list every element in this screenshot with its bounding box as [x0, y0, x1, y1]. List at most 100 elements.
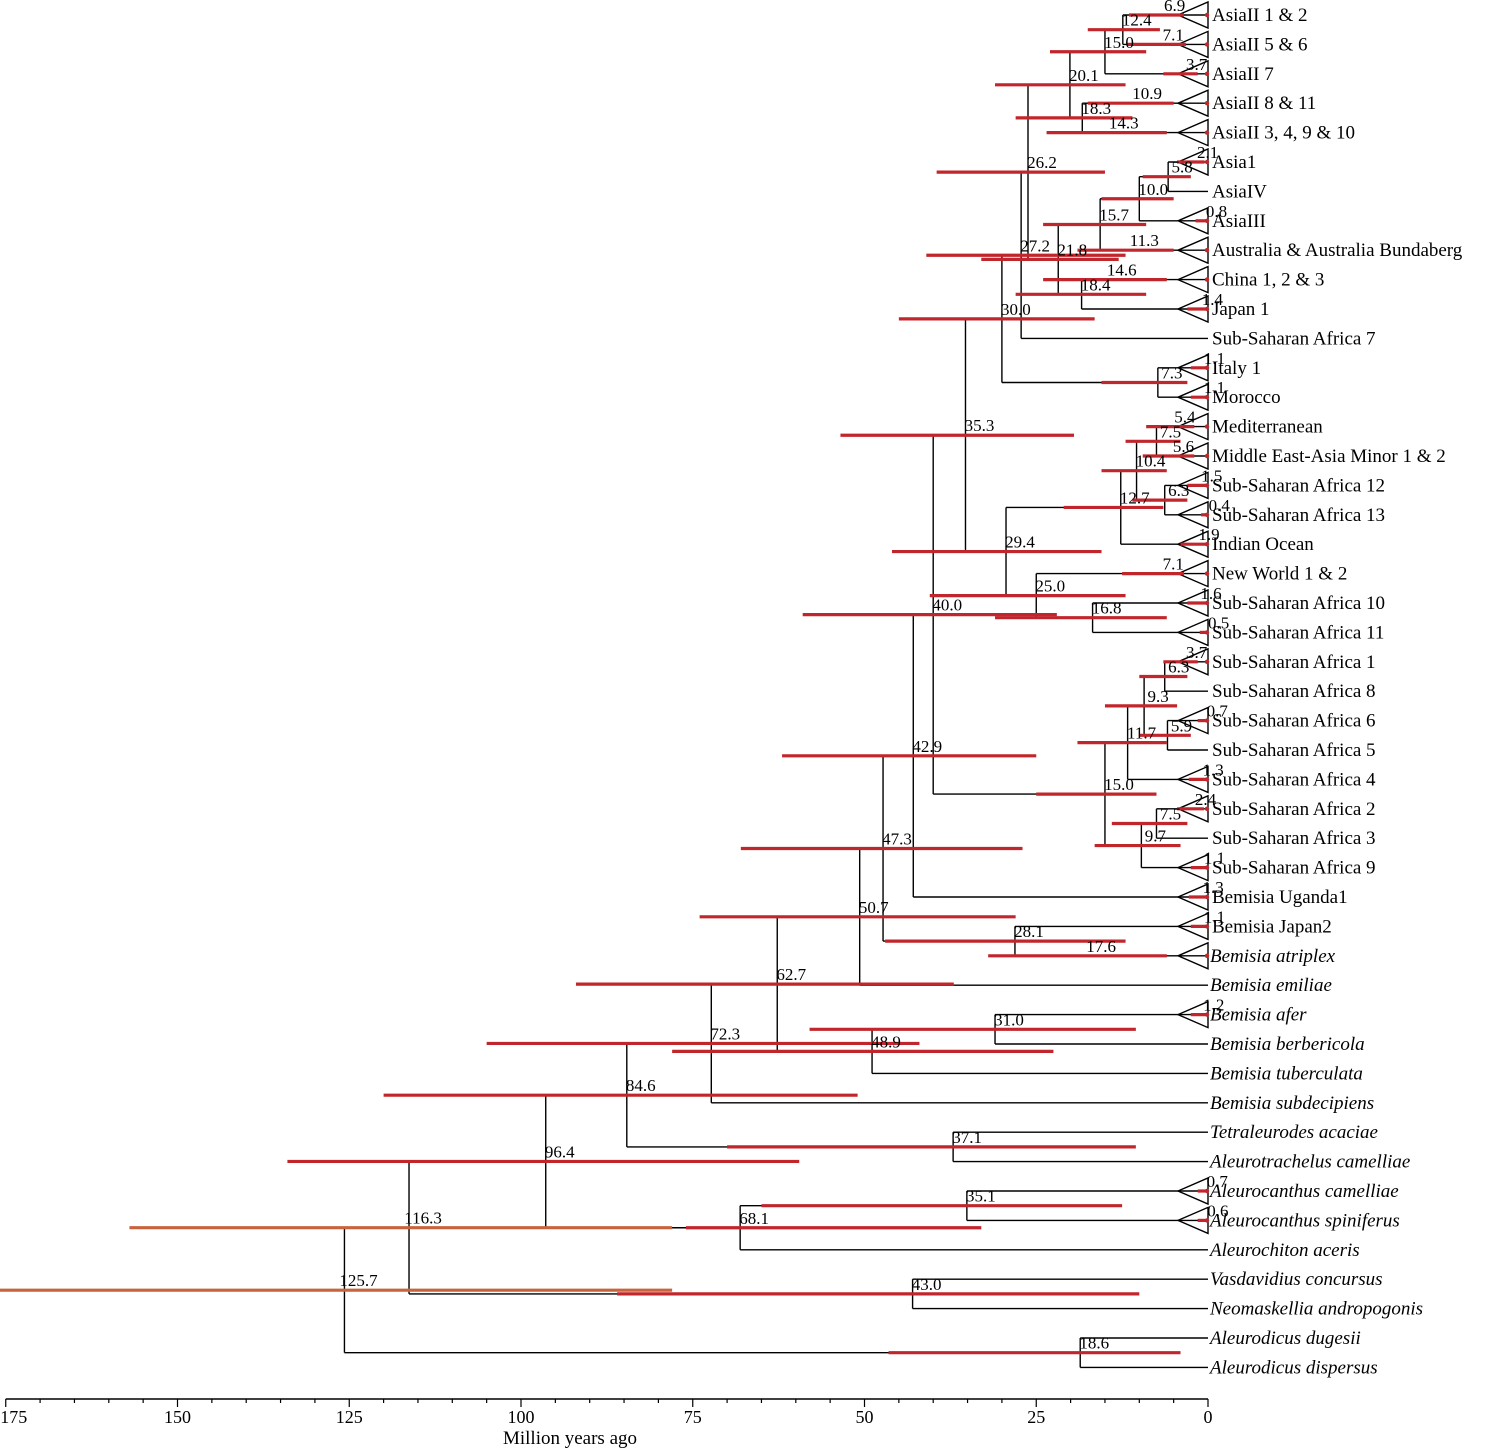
node-age-label: 1.3: [1202, 760, 1223, 779]
node-age-label: 116.3: [404, 1209, 442, 1228]
tip-hpd-marker: [1204, 453, 1210, 459]
node-age-label: 18.4: [1081, 275, 1111, 294]
tip-label: Sub-Saharan Africa 1: [1212, 652, 1376, 673]
node-age-label: 50.7: [859, 898, 889, 917]
node-age-label: 14.3: [1109, 114, 1139, 133]
node-age-label: 6.9: [1164, 0, 1185, 15]
node-age-label: 68.1: [739, 1209, 769, 1228]
node-age-label: 9.3: [1147, 687, 1168, 706]
axis-tick-label: 125: [336, 1407, 363, 1427]
node-age-label: 18.3: [1081, 99, 1111, 118]
node-age-label: 1.2: [1203, 996, 1224, 1015]
node-age-label: 5.6: [1173, 437, 1194, 456]
node-age-label: 11.3: [1130, 231, 1159, 250]
node-age-label: 1.1: [1204, 378, 1225, 397]
node-age-label: 0.7: [1207, 702, 1229, 721]
tip-label: Sub-Saharan Africa 11: [1212, 622, 1384, 643]
node-age-label: 7.1: [1163, 555, 1184, 574]
tip-label: Sub-Saharan Africa 9: [1212, 858, 1376, 879]
node-age-label: 15.0: [1104, 33, 1134, 52]
node-age-label: 26.2: [1027, 153, 1057, 172]
axis-tick-label: 0: [1204, 1407, 1213, 1427]
tip-labels: AsiaII 1 & 2 AsiaII 5 & 6 AsiaII 7 AsiaII 8…: [1208, 5, 1463, 1378]
node-age-label: 0.4: [1209, 496, 1231, 515]
node-age-label: 29.4: [1005, 533, 1035, 552]
node-age-label: 31.0: [994, 1010, 1024, 1029]
node-age-label: 7.1: [1163, 25, 1184, 44]
tip-hpd-marker: [1204, 42, 1210, 47]
node-age-label: 0.8: [1206, 202, 1227, 221]
tip-hpd-marker: [1204, 130, 1210, 135]
tip-label: Aleurotrachelus camelliae: [1208, 1152, 1410, 1173]
node-age-label: 62.7: [776, 965, 806, 984]
tip-label: Bemisia berbericola: [1210, 1034, 1365, 1055]
tip-label: Morocco: [1212, 387, 1281, 408]
node-age-label: 30.0: [1001, 300, 1031, 319]
node-age-label: 28.1: [1014, 922, 1044, 941]
tip-label: AsiaII 3, 4, 9 & 10: [1212, 123, 1355, 144]
node-age-label: 2.1: [1197, 143, 1218, 162]
node-age-label: 27.2: [1020, 236, 1050, 255]
tip-hpd-marker: [1204, 248, 1210, 253]
tip-label: AsiaII 8 & 11: [1212, 93, 1316, 114]
tip-label: Vasdavidius concursus: [1210, 1269, 1383, 1290]
node-age-label: 6.3: [1168, 481, 1189, 500]
tip-label: Neomaskellia andropogonis: [1209, 1299, 1423, 1320]
node-age-label: 3.7: [1186, 55, 1208, 74]
tip-label: Sub-Saharan Africa 8: [1212, 681, 1376, 702]
tip-hpd-marker: [1204, 571, 1210, 576]
node-age-label: 18.6: [1079, 1334, 1109, 1353]
hpd-bars: [0, 12, 1210, 1355]
node-age-label: 47.3: [882, 829, 912, 848]
node-age-label: 12.7: [1120, 488, 1150, 507]
node-age-label: 96.4: [545, 1142, 575, 1161]
axis-tick-label: 25: [1027, 1407, 1045, 1427]
axis-tick-label: 50: [856, 1407, 874, 1427]
node-age-label: 48.9: [871, 1032, 901, 1051]
node-age-label: 10.0: [1138, 180, 1168, 199]
node-age-label: 35.1: [966, 1187, 996, 1206]
tip-hpd-marker: [1204, 277, 1210, 282]
tip-label: Sub-Saharan Africa 12: [1212, 475, 1385, 496]
node-age-label: 6.3: [1168, 658, 1189, 677]
node-age-label: 84.6: [626, 1076, 656, 1095]
node-age-label: 2.4: [1195, 790, 1217, 809]
node-age-label: 1.4: [1202, 290, 1224, 309]
tip-label: AsiaII 5 & 6: [1212, 34, 1308, 55]
node-age-label: 43.0: [912, 1275, 942, 1294]
tip-label: Sub-Saharan Africa 2: [1212, 799, 1376, 820]
axis-tick-label: 75: [684, 1407, 702, 1427]
node-age-labels: 6.9 7.1 12.4 3.7 15.0 10.9 14.318.3 20.1 2.15.8 0…: [339, 0, 1230, 1353]
tip-label: Bemisia emiliae: [1210, 975, 1332, 996]
node-age-label: 12.4: [1122, 11, 1152, 30]
tip-label: Italy 1: [1212, 358, 1261, 379]
node-age-label: 15.7: [1099, 205, 1129, 224]
tip-hpd-marker: [1204, 101, 1210, 106]
tip-label: Bemisia subdecipiens: [1210, 1093, 1374, 1114]
node-age-label: 7.5: [1160, 422, 1181, 441]
tip-hpd-marker: [1204, 806, 1210, 811]
tip-label: Sub-Saharan Africa 4: [1212, 769, 1376, 790]
node-age-label: 125.7: [339, 1271, 378, 1290]
node-age-label: 17.6: [1086, 937, 1116, 956]
tip-label: AsiaIII: [1212, 211, 1266, 232]
node-age-label: 72.3: [710, 1024, 740, 1043]
node-age-label: 1.6: [1200, 584, 1221, 603]
tip-label: Australia & Australia Bundaberg: [1212, 240, 1463, 261]
tip-label: Tetraleurodes acaciae: [1210, 1122, 1378, 1143]
node-age-label: 10.9: [1132, 84, 1162, 103]
node-age-label: 15.0: [1104, 775, 1134, 794]
node-age-label: 40.0: [932, 596, 962, 615]
node-age-label: 42.9: [912, 737, 942, 756]
tip-label: Aleurocanthus spiniferus: [1208, 1210, 1400, 1231]
node-age-label: 0.7: [1207, 1172, 1229, 1191]
tip-label: Bemisia atriplex: [1210, 946, 1336, 967]
tip-label: Indian Ocean: [1212, 534, 1314, 555]
tip-label: Aleurochiton aceris: [1208, 1240, 1360, 1261]
tip-label: New World 1 & 2: [1212, 564, 1347, 585]
node-age-label: 1.1: [1204, 907, 1225, 926]
node-age-label: 1.9: [1198, 525, 1219, 544]
tip-hpd-marker: [1204, 71, 1210, 77]
node-age-label: 9.7: [1145, 827, 1167, 846]
